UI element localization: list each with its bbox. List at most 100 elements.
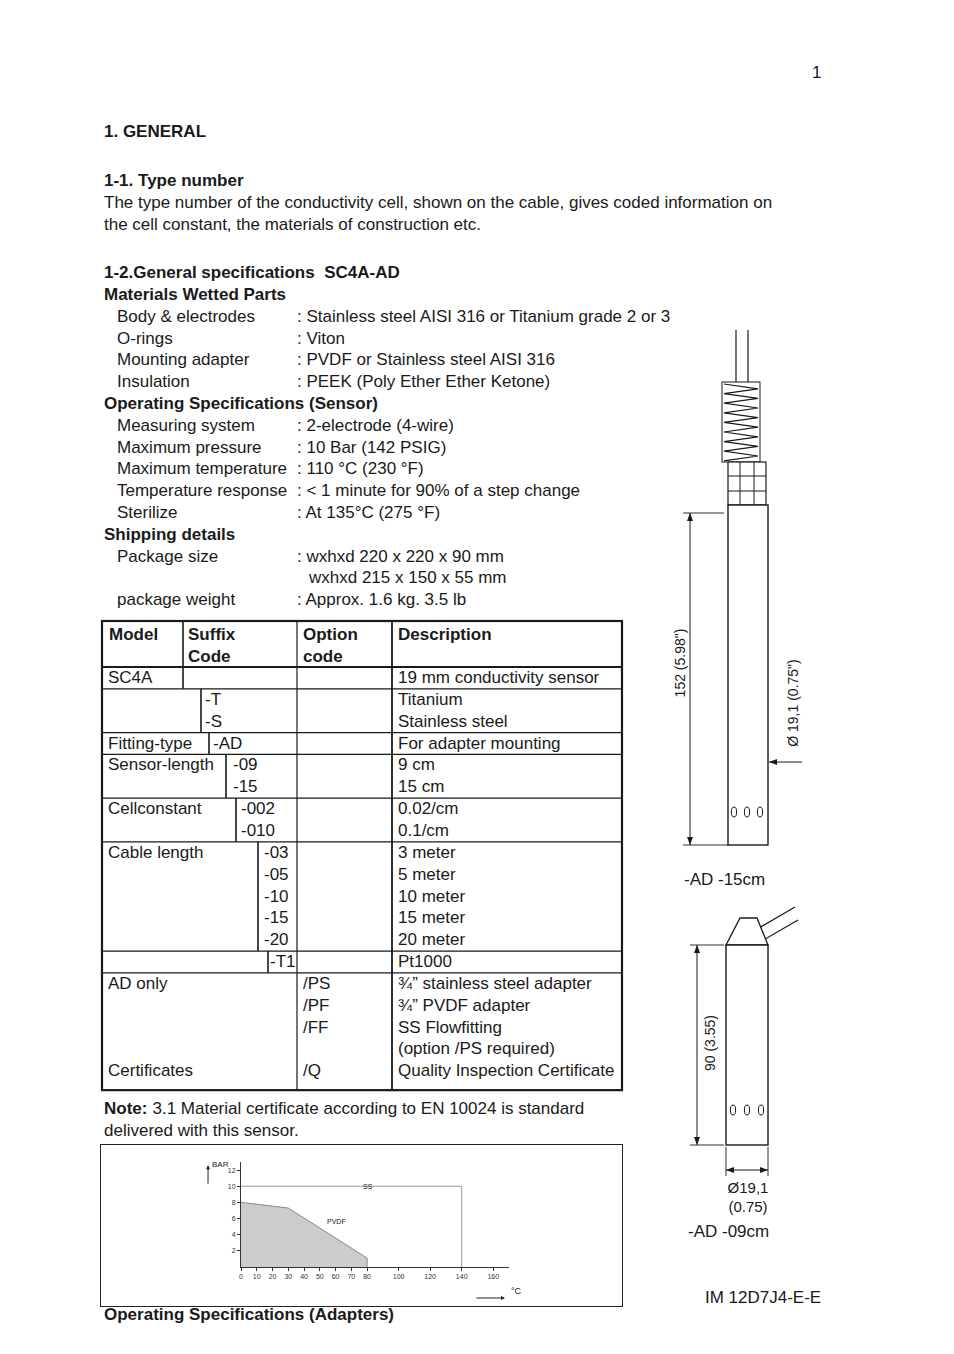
svg-text:70: 70 [347,1273,355,1280]
svg-text:140: 140 [456,1273,468,1280]
html-text:Temperature response: Temperature response [117,481,288,501]
html-text:: 2-electrode (4-wire): : 2-electrode (4-wire) [297,415,454,435]
html-text:package weight: package weight [117,590,236,610]
html-text:0.02/cm: 0.02/cm [398,799,459,819]
html-text:For adapter mounting: For adapter mounting [398,733,561,753]
html-text:The type number of the conduct: The type number of the conductivity cell… [104,193,773,212]
html-text:Quality Inspection Certificate: Quality Inspection Certificate [398,1061,615,1081]
svg-text:Ø19,1: Ø19,1 [728,1179,769,1196]
html-text:0.1/cm: 0.1/cm [398,820,449,840]
html-text:10 meter: 10 meter [398,886,466,906]
html-text:Body & electrodes: Body & electrodes [117,306,255,326]
html-text:-20: -20 [264,930,289,950]
html-text:15 meter: 15 meter [398,908,466,928]
svg-text:160: 160 [487,1273,499,1280]
html-text:Measuring system: Measuring system [117,415,255,435]
html-text:: 110 °C (230 °F): : 110 °C (230 °F) [297,459,424,479]
html-text:code: code [303,647,343,666]
html-text:1-2.General specifications SC4: 1-2.General specifications SC4A-AD [104,263,400,282]
html-text:: 10 Bar (142 PSIG): : 10 Bar (142 PSIG) [297,437,447,457]
html-text:-15: -15 [264,908,289,928]
html-text:/PS: /PS [303,973,331,993]
html-text:Stainless steel: Stainless steel [398,711,508,731]
svg-text:PVDF: PVDF [327,1218,346,1225]
svg-text:BAR: BAR [212,1160,229,1169]
html-text:: Stainless steel AISI 316 or: : Stainless steel AISI 316 or Titanium g… [297,306,671,326]
html-text:Suffix: Suffix [188,625,236,644]
html-text:Sensor-length: Sensor-length [108,755,214,775]
html-text:Shipping details: Shipping details [104,524,236,544]
svg-text:20: 20 [269,1273,277,1280]
html-text:Cellconstant: Cellconstant [108,799,202,819]
svg-text:80: 80 [363,1273,371,1280]
svg-text:30: 30 [284,1273,292,1280]
html-text:Fitting-type: Fitting-type [108,733,193,753]
svg-text:0: 0 [239,1273,243,1280]
html-text:1-1. Type number: 1-1. Type number [104,171,244,190]
html-text:5 meter: 5 meter [398,864,456,884]
html-text:: Viton: : Viton [297,328,345,348]
html-text:15 cm: 15 cm [398,777,445,797]
svg-text:°C: °C [511,1286,522,1296]
html-text:SS Flowfitting: SS Flowfitting [398,1017,502,1037]
html-text:¾” PVDF adapter: ¾” PVDF adapter [398,995,531,1015]
svg-text:2: 2 [232,1247,236,1254]
html-text:-010: -010 [241,820,275,840]
html-text:: PVDF or Stainless steel AISI: : PVDF or Stainless steel AISI 316 [297,350,555,370]
html-text:Model: Model [109,625,159,644]
html-text:-09: -09 [233,755,258,775]
html-text:Operating Specifications (Sens: Operating Specifications (Sensor) [104,394,378,413]
html-text:Maximum temperature: Maximum temperature [117,459,288,479]
svg-text:10: 10 [228,1183,236,1190]
html-text:Package size: Package size [117,546,219,566]
svg-text:120: 120 [424,1273,436,1280]
svg-text:100: 100 [393,1273,405,1280]
html-text:: PEEK (Poly Ether Ether Keton: : PEEK (Poly Ether Ether Ketone) [297,372,551,392]
html-text:Titanium: Titanium [398,689,463,709]
svg-text:12: 12 [228,1167,236,1174]
html-text:Cable length: Cable length [108,842,204,862]
svg-text:90 (3.55): 90 (3.55) [702,1015,718,1071]
svg-text:4: 4 [232,1231,236,1238]
html-text:: Approx. 1.6 kg. 3.5 lb: : Approx. 1.6 kg. 3.5 lb [297,590,467,610]
html-text:: < 1 minute for 90% of a step: : < 1 minute for 90% of a step change [297,481,580,501]
html-text:20 meter: 20 meter [398,930,466,950]
svg-text:50: 50 [316,1273,324,1280]
html-text:AD only: AD only [108,973,168,993]
html-text:-AD: -AD [213,733,243,753]
html-text:Maximum pressure: Maximum pressure [117,437,262,457]
html-text:Code: Code [188,647,231,666]
html-text:/FF: /FF [303,1017,329,1037]
svg-text:10: 10 [253,1273,261,1280]
svg-text:6: 6 [232,1215,236,1222]
html-text:: At 135°C (275 °F): : At 135°C (275 °F) [297,503,441,522]
html-text:: wxhxd 220 x 220 x 90 mm: : wxhxd 220 x 220 x 90 mm [297,546,504,566]
html-text:Materials Wetted Parts: Materials Wetted Parts [104,285,286,304]
html-text:wxhxd 215 x 150 x 55 mm: wxhxd 215 x 150 x 55 mm [309,568,507,588]
html-text:-002: -002 [241,799,275,819]
html-text:Sterilize: Sterilize [117,503,178,522]
html-text:-15: -15 [233,777,258,797]
svg-text:60: 60 [332,1273,340,1280]
html-text:-10: -10 [264,886,289,906]
html-text:-03: -03 [264,842,289,862]
html-text:(option /PS required): (option /PS required) [398,1039,555,1059]
svg-text:40: 40 [300,1273,308,1280]
html-text:O-rings: O-rings [117,328,173,348]
html-text:Insulation: Insulation [117,372,190,392]
html-text:/PF: /PF [303,995,330,1015]
html-text:-05: -05 [264,864,289,884]
html-text:Option: Option [303,625,358,644]
svg-text:(0.75): (0.75) [728,1198,767,1215]
html-text:9 cm: 9 cm [398,755,435,775]
html-text:Mounting adapter: Mounting adapter [117,350,250,370]
html-text:3 meter: 3 meter [398,842,456,862]
html-text:the cell constant, the materia: the cell constant, the materials of cons… [104,215,481,234]
svg-text:8: 8 [232,1199,236,1206]
html-text:1. GENERAL: 1. GENERAL [104,122,206,141]
html-text:Certificates: Certificates [108,1061,193,1081]
html-text:¾” stainless steel adapter: ¾” stainless steel adapter [398,973,592,993]
svg-text:SS: SS [363,1183,373,1190]
svg-text:Ø 19,1 (0.75"): Ø 19,1 (0.75") [785,659,801,746]
svg-text:152 (5.98"): 152 (5.98") [672,629,688,698]
